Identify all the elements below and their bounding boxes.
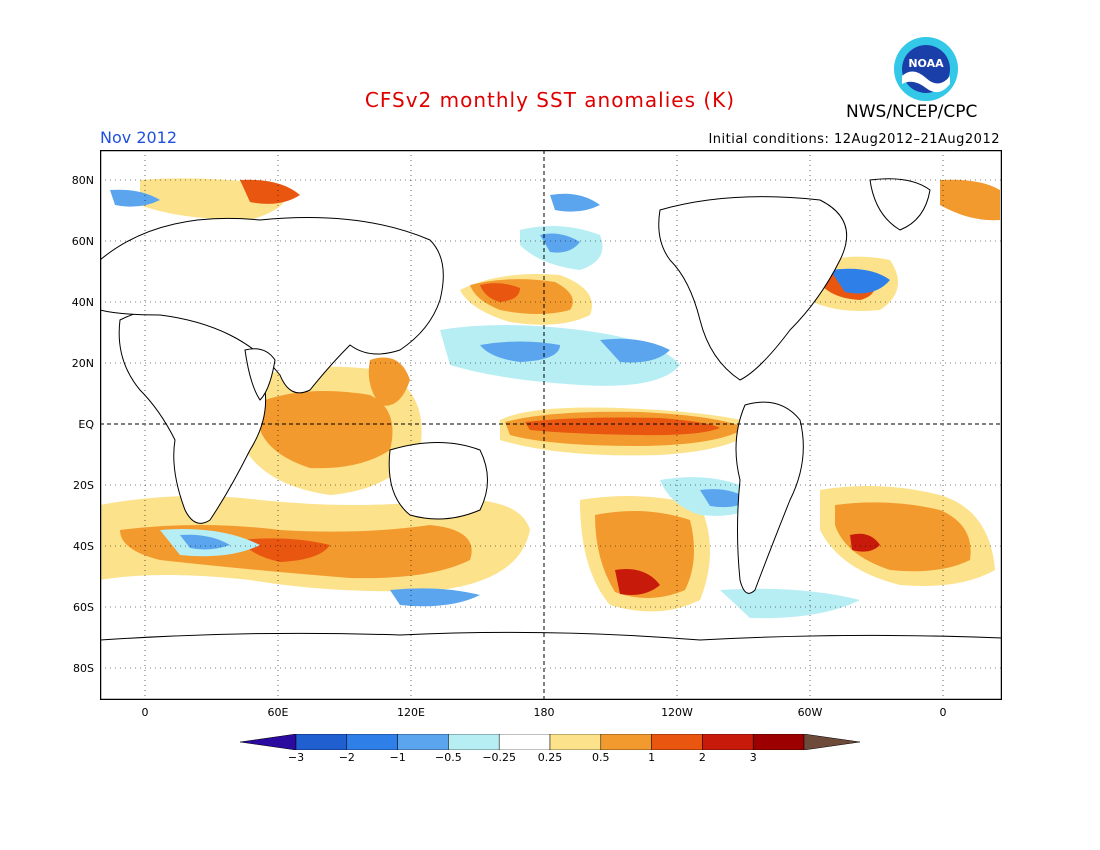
colorbar-segment <box>600 733 652 751</box>
chart-title: CFSv2 monthly SST anomalies (K) <box>364 88 736 112</box>
colorbar-segment <box>397 733 449 751</box>
x-tick: 60W <box>797 706 823 719</box>
initial-conditions: Initial conditions: 12Aug2012–21Aug2012 <box>708 132 1000 147</box>
logo-text: NOAA <box>908 57 944 70</box>
grid <box>100 150 1002 700</box>
colorbar-label: 2 <box>698 751 706 764</box>
sst-anomaly-map <box>99 149 1003 701</box>
y-tick: 80N <box>71 174 94 187</box>
x-tick: 180 <box>533 706 555 719</box>
x-tick: 60E <box>267 706 289 719</box>
y-tick: 20N <box>71 357 94 370</box>
colorbar-segment <box>549 733 602 751</box>
colorbar-segment <box>295 733 348 751</box>
map-frame <box>99 149 1003 701</box>
colorbar-segment <box>752 733 805 751</box>
x-tick: 120W <box>661 706 693 719</box>
y-tick: EQ <box>78 418 94 431</box>
colorbar <box>239 733 861 751</box>
colorbar-label: −2 <box>338 751 355 764</box>
colorbar-segment <box>448 733 500 751</box>
colorbar-label: −1 <box>389 751 406 764</box>
colorbar-segment <box>702 733 754 751</box>
colorbar-segment <box>346 733 398 751</box>
month-label: Nov 2012 <box>100 128 178 147</box>
colorbar-label: 3 <box>749 751 757 764</box>
colorbar-high-triangle <box>803 733 861 751</box>
reference-lines <box>100 150 1002 700</box>
y-tick: 60S <box>73 601 94 614</box>
y-tick: 40N <box>71 296 94 309</box>
colorbar-label: 1 <box>648 751 656 764</box>
x-tick: 0 <box>939 706 947 719</box>
x-tick: 120E <box>397 706 425 719</box>
y-tick: 60N <box>71 235 94 248</box>
colorbar-low-triangle <box>239 733 297 751</box>
colorbar-label: 0.25 <box>537 751 563 764</box>
map-svg <box>99 149 1003 701</box>
colorbar-segment <box>498 733 551 751</box>
colorbar-segment <box>651 733 703 751</box>
x-tick: 0 <box>141 706 149 719</box>
y-tick: 20S <box>73 479 94 492</box>
y-tick: 40S <box>73 540 94 553</box>
cool-anomalies <box>110 189 890 619</box>
continents <box>99 178 1003 701</box>
colorbar-label: −0.5 <box>435 751 462 764</box>
colorbar-label: −3 <box>287 751 305 764</box>
colorbar-label: 0.5 <box>592 751 610 764</box>
y-tick: 80S <box>73 662 94 675</box>
noaa-logo: NOAA <box>893 36 959 102</box>
colorbar-label: −0.25 <box>482 751 517 764</box>
agency-label: NWS/NCEP/CPC <box>846 102 978 122</box>
